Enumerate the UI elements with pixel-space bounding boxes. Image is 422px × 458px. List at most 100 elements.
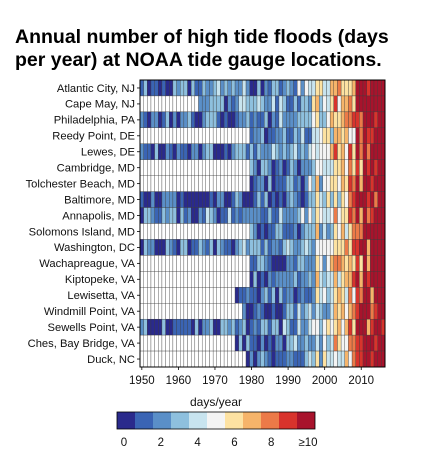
heatmap-cell: [308, 207, 313, 224]
heatmap-cell: [172, 191, 177, 208]
colorbar-tick-label: 8: [268, 437, 274, 449]
heatmap-cell: [212, 127, 217, 144]
heatmap-cell: [172, 239, 177, 256]
heatmap-cell: [267, 95, 272, 113]
heatmap-cell: [329, 318, 334, 336]
heatmap-cell: [370, 271, 375, 288]
heatmap-cell: [187, 334, 192, 352]
heatmap-cell: [205, 95, 210, 113]
heatmap-cell: [304, 303, 309, 320]
heatmap-cell: [315, 334, 320, 352]
heatmap-cell: [256, 239, 261, 256]
heatmap-cell: [205, 159, 210, 176]
heatmap-cell: [143, 271, 148, 288]
heatmap-cell: [161, 207, 166, 224]
heatmap-cell: [337, 191, 342, 208]
heatmap-cell: [139, 223, 144, 240]
heatmap-cell: [231, 111, 236, 129]
station-label: Philadelphia, PA: [54, 115, 136, 127]
heatmap-cell: [293, 79, 298, 97]
heatmap-cell: [282, 223, 287, 240]
heatmap-cell: [333, 350, 338, 368]
heatmap-cell: [337, 79, 342, 97]
heatmap-cell: [187, 127, 192, 144]
heatmap-cell: [362, 239, 367, 256]
chart-title: Annual number of high tide floods (days …: [15, 26, 415, 72]
heatmap-cell: [220, 159, 225, 176]
heatmap-cell: [191, 111, 196, 129]
heatmap-cell: [245, 175, 250, 192]
heatmap-cell: [344, 143, 349, 160]
heatmap-cell: [275, 191, 280, 208]
heatmap-cell: [267, 334, 272, 352]
heatmap-cell: [183, 175, 188, 192]
heatmap-cell: [205, 287, 210, 304]
heatmap-cell: [143, 207, 148, 224]
heatmap-cell: [373, 207, 378, 224]
heatmap-cell: [286, 350, 291, 368]
heatmap-cell: [205, 143, 210, 160]
heatmap-cell: [242, 255, 247, 272]
x-tick-label: 1980: [239, 375, 265, 387]
heatmap-cell: [304, 175, 309, 192]
heatmap-cell: [297, 303, 302, 320]
heatmap-cell: [297, 191, 302, 208]
heatmap-cell: [315, 95, 320, 113]
heatmap-cell: [143, 239, 148, 256]
station-label: Wachapreague, VA: [39, 258, 135, 270]
heatmap-cell: [326, 255, 331, 272]
heatmap-cell: [172, 207, 177, 224]
heatmap-cell: [201, 350, 206, 368]
heatmap-cell: [176, 127, 181, 144]
heatmap-cell: [260, 271, 265, 288]
heatmap-cell: [201, 239, 206, 256]
heatmap-cell: [231, 303, 236, 320]
heatmap-cell: [351, 223, 356, 240]
heatmap-cell: [289, 207, 294, 224]
heatmap-cell: [333, 255, 338, 272]
heatmap-cell: [377, 255, 382, 272]
heatmap-cell: [158, 223, 163, 240]
heatmap-cell: [355, 127, 360, 144]
heatmap-cell: [183, 111, 188, 129]
heatmap-cell: [278, 223, 283, 240]
heatmap-cell: [165, 111, 170, 129]
heatmap-cell: [158, 271, 163, 288]
heatmap-cell: [362, 303, 367, 320]
heatmap-cell: [355, 143, 360, 160]
heatmap-cell: [198, 79, 203, 97]
heatmap-cell: [147, 334, 152, 352]
heatmap-cell: [362, 79, 367, 97]
heatmap-cell: [169, 239, 174, 256]
heatmap-cell: [355, 239, 360, 256]
colorbar-swatch: [135, 412, 153, 429]
heatmap-cell: [198, 303, 203, 320]
heatmap-cell: [315, 255, 320, 272]
heatmap-cell: [172, 271, 177, 288]
heatmap-cell: [333, 191, 338, 208]
heatmap-cell: [366, 79, 371, 97]
heatmap-cell: [176, 318, 181, 336]
heatmap-cell: [381, 111, 386, 129]
heatmap-cell: [370, 143, 375, 160]
heatmap-cell: [143, 175, 148, 192]
heatmap-cell: [176, 350, 181, 368]
heatmap-cell: [297, 111, 302, 129]
heatmap-cell: [326, 159, 331, 176]
heatmap-cell: [355, 207, 360, 224]
heatmap-cell: [231, 255, 236, 272]
heatmap-cell: [348, 271, 353, 288]
heatmap-cell: [282, 239, 287, 256]
heatmap-cell: [205, 79, 210, 97]
heatmap-cell: [154, 271, 159, 288]
heatmap-cell: [209, 95, 214, 113]
heatmap-cell: [172, 127, 177, 144]
heatmap-cell: [362, 175, 367, 192]
station-label: Atlantic City, NJ: [57, 83, 135, 95]
heatmap-cell: [351, 287, 356, 304]
heatmap-cell: [172, 350, 177, 368]
heatmap-cell: [267, 127, 272, 144]
heatmap-cell: [300, 287, 305, 304]
heatmap-cell: [227, 287, 232, 304]
heatmap-cell: [242, 143, 247, 160]
